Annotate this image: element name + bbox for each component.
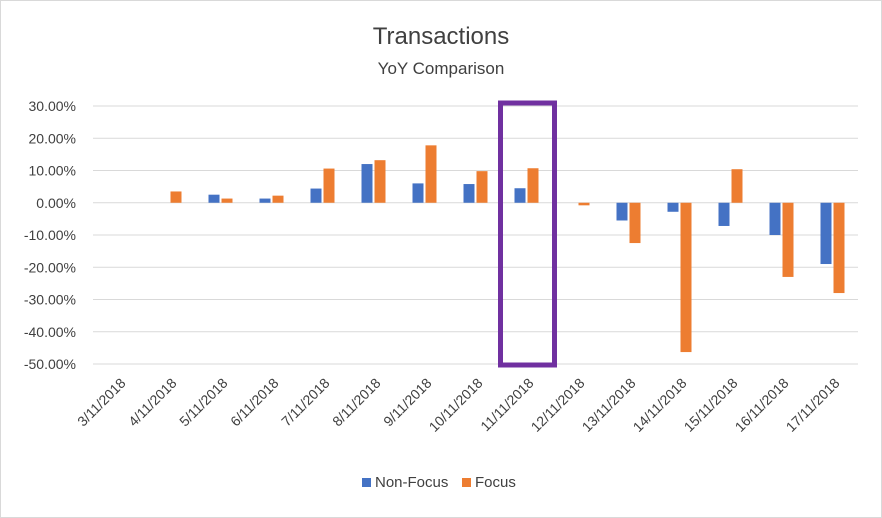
x-tick-label: 14/11/2018	[629, 375, 689, 435]
bar-non-focus-6	[412, 183, 424, 203]
x-tick-label: 5/11/2018	[176, 375, 231, 430]
x-tick-label: 10/11/2018	[425, 375, 485, 435]
legend: Non-Focus Focus	[362, 474, 516, 491]
x-tick-label: 6/11/2018	[227, 375, 282, 430]
bar-focus-13	[782, 202, 794, 277]
bar-non-focus-14	[820, 202, 832, 265]
legend-swatch-focus	[462, 478, 471, 487]
x-tick-label: 4/11/2018	[125, 375, 180, 430]
y-tick-label: 0.00%	[36, 195, 76, 211]
y-tick-label: -20.00%	[24, 259, 76, 275]
bar-focus-14	[833, 202, 845, 294]
x-tick-label: 3/11/2018	[74, 375, 129, 430]
bar-non-focus-12	[718, 202, 730, 226]
x-tick-label: 15/11/2018	[680, 375, 740, 435]
bar-focus-12	[731, 169, 743, 203]
x-tick-label: 13/11/2018	[578, 375, 638, 435]
bar-focus-1	[170, 191, 182, 203]
bar-focus-10	[629, 202, 641, 244]
highlight-box	[498, 100, 557, 368]
chart-subtitle: YoY Comparison	[378, 59, 505, 78]
y-tick-label: -30.00%	[24, 292, 76, 308]
bar-focus-3	[272, 195, 284, 203]
bar-focus-11	[680, 202, 692, 353]
bar-focus-9	[578, 202, 590, 206]
y-tick-label: 10.00%	[29, 163, 76, 179]
x-axis-ticks: 3/11/20184/11/20185/11/20186/11/20187/11…	[74, 375, 843, 435]
gridlines	[93, 105, 858, 365]
y-tick-label: -50.00%	[24, 356, 76, 372]
bar-non-focus-8	[514, 188, 526, 203]
bar-focus-6	[425, 145, 437, 203]
bar-non-focus-10	[616, 202, 628, 221]
y-tick-label: -10.00%	[24, 227, 76, 243]
bar-focus-4	[323, 168, 335, 203]
bar-non-focus-5	[361, 164, 373, 203]
x-tick-label: 16/11/2018	[731, 375, 791, 435]
y-tick-label: 20.00%	[29, 130, 76, 146]
bar-non-focus-13	[769, 202, 781, 235]
bar-focus-2	[221, 198, 233, 203]
bar-non-focus-11	[667, 202, 679, 212]
bar-non-focus-2	[208, 194, 220, 203]
bars	[170, 145, 845, 353]
bar-focus-8	[527, 168, 539, 203]
legend-label-focus: Focus	[475, 474, 516, 491]
y-axis-ticks: 30.00% 20.00% 10.00% 0.00% -10.00% -20.00% -30…	[24, 98, 76, 372]
bar-non-focus-7	[463, 184, 475, 203]
x-tick-label: 12/11/2018	[527, 375, 587, 435]
legend-swatch-non-focus	[362, 478, 371, 487]
chart-title: Transactions	[373, 23, 510, 50]
bar-non-focus-4	[310, 188, 322, 203]
legend-label-non-focus: Non-Focus	[375, 474, 448, 491]
bar-non-focus-3	[259, 198, 271, 203]
bar-focus-5	[374, 160, 386, 203]
highlight-rectangle	[498, 100, 557, 368]
bar-focus-7	[476, 171, 488, 203]
x-tick-label: 7/11/2018	[278, 375, 333, 430]
x-tick-label: 17/11/2018	[782, 375, 842, 435]
x-tick-label: 8/11/2018	[329, 375, 384, 430]
y-tick-label: 30.00%	[29, 98, 76, 114]
y-tick-label: -40.00%	[24, 324, 76, 340]
